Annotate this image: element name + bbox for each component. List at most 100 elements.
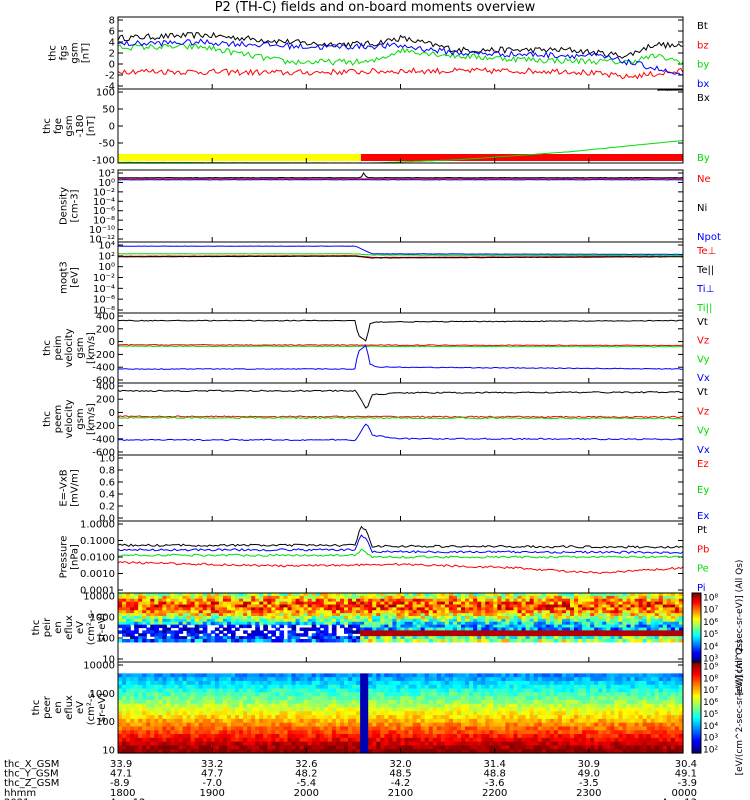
heatmap-cell	[469, 595, 474, 600]
heatmap-cell	[348, 616, 353, 620]
heatmap-cell	[662, 610, 668, 614]
heatmap-cell	[457, 749, 462, 754]
heatmap-cell	[388, 730, 394, 735]
heatmap-cell	[170, 673, 176, 678]
heatmap-cell	[235, 696, 240, 701]
heatmap-cell	[126, 593, 131, 597]
heatmap-cell	[481, 595, 486, 600]
heatmap-cell	[335, 607, 341, 611]
heatmap-cell	[465, 707, 470, 712]
heatmap-cell	[529, 696, 535, 701]
heatmap-cell	[440, 696, 446, 701]
heatmap-cell	[424, 734, 430, 739]
heatmap-cell	[146, 673, 151, 678]
heatmap-cell	[226, 680, 232, 686]
heatmap-cell	[513, 711, 519, 716]
heatmap-cell	[319, 673, 325, 678]
heatmap-cell	[162, 639, 168, 643]
heatmap-cell	[194, 613, 200, 617]
heatmap-cell	[118, 613, 123, 617]
heatmap-cell	[440, 726, 446, 731]
heatmap-cell	[646, 616, 652, 620]
heatmap-cell	[307, 688, 313, 693]
heatmap-cell	[541, 684, 547, 690]
heatmap-cell	[198, 749, 204, 754]
y-tick-label: 1.0000	[80, 520, 115, 531]
heatmap-cell	[448, 737, 454, 743]
heatmap-cell	[642, 593, 648, 597]
heatmap-cell	[275, 639, 281, 643]
heatmap-cell	[428, 627, 434, 631]
heatmap-cell	[372, 692, 377, 697]
heatmap-cell	[190, 613, 196, 617]
heatmap-cell	[210, 684, 216, 690]
heatmap-cell	[485, 598, 490, 603]
heatmap-cell	[178, 741, 184, 747]
heatmap-cell	[416, 636, 422, 640]
heatmap-cell	[541, 707, 547, 712]
heatmap-cell	[315, 684, 321, 690]
heatmap-cell	[279, 680, 285, 686]
heatmap-cell	[509, 715, 515, 720]
heatmap-cell	[461, 749, 466, 754]
heatmap-cell	[388, 618, 394, 623]
heatmap-cell	[307, 593, 313, 597]
heatmap-cell	[477, 745, 482, 750]
heatmap-cell	[259, 595, 264, 600]
heatmap-cell	[457, 630, 462, 634]
heatmap-cell	[202, 745, 208, 750]
heatmap-cell	[291, 711, 297, 716]
heatmap-cell	[537, 633, 543, 637]
heatmap-cell	[368, 627, 373, 631]
heatmap-cell	[658, 601, 664, 606]
heatmap-cell	[388, 715, 394, 720]
heatmap-cell	[549, 737, 555, 743]
heatmap-cell	[666, 621, 672, 626]
heatmap-cell	[396, 699, 402, 705]
heatmap-cell	[186, 677, 192, 682]
heatmap-cell	[339, 749, 345, 754]
heatmap-cell	[670, 593, 676, 597]
heatmap-cell	[174, 699, 180, 705]
heatmap-cell	[170, 715, 176, 720]
heatmap-cell	[323, 601, 329, 606]
heatmap-cell	[444, 711, 450, 716]
heatmap-cell	[529, 749, 535, 754]
heatmap-cell	[533, 711, 539, 716]
heatmap-cell	[400, 730, 406, 735]
heatmap-cell	[662, 595, 668, 600]
heatmap-cell	[170, 607, 176, 611]
heatmap-cell	[537, 616, 543, 620]
y-tick-label: 0.4	[99, 490, 115, 501]
heatmap-cell	[291, 722, 297, 728]
heatmap-cell	[178, 715, 184, 720]
heatmap-cell	[416, 692, 422, 697]
heatmap-cell	[416, 684, 422, 690]
heatmap-cell	[477, 601, 482, 606]
heatmap-cell	[448, 677, 454, 682]
heatmap-cell	[634, 598, 640, 603]
heatmap-cell	[400, 749, 406, 754]
heatmap-cell	[150, 616, 155, 620]
heatmap-cell	[428, 718, 434, 724]
heatmap-cell	[545, 726, 551, 731]
heatmap-cell	[557, 618, 563, 623]
heatmap-cell	[291, 633, 297, 637]
heatmap-cell	[448, 726, 454, 731]
heatmap-cell	[553, 639, 559, 643]
heatmap-cell	[533, 718, 539, 724]
heatmap-cell	[610, 627, 615, 631]
heatmap-cell	[263, 598, 268, 603]
heatmap-cell	[162, 627, 168, 631]
heatmap-cell	[444, 618, 450, 623]
heatmap-cell	[327, 680, 333, 686]
heatmap-cell	[360, 604, 365, 608]
heatmap-cell	[570, 630, 575, 634]
heatmap-cell	[525, 604, 531, 608]
heatmap-cell	[226, 639, 232, 643]
heatmap-cell	[392, 618, 398, 623]
heatmap-cell	[497, 673, 502, 678]
heatmap-cell	[138, 639, 143, 643]
heatmap-cell	[263, 677, 268, 682]
heatmap-cell	[489, 699, 494, 705]
